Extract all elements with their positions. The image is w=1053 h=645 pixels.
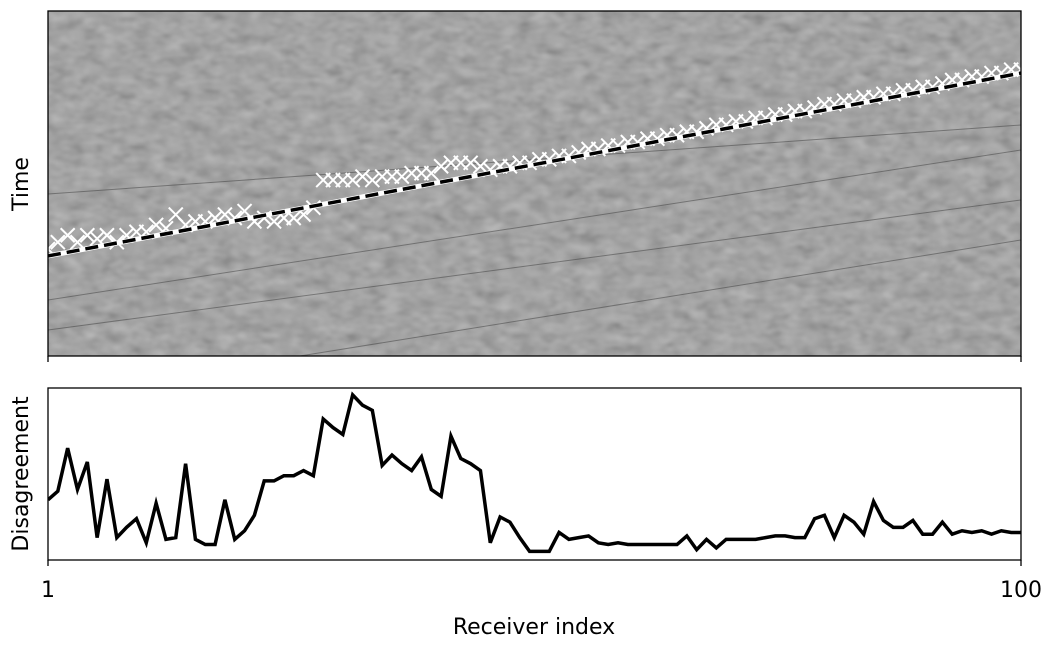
seismic-image xyxy=(48,11,1021,356)
y-axis-label: Time xyxy=(9,157,34,212)
pick-marker xyxy=(354,168,371,185)
pick-marker xyxy=(69,234,86,250)
pick-marker xyxy=(79,227,96,243)
top-frame xyxy=(47,10,1022,357)
y-axis-label: Disagreement xyxy=(9,396,34,552)
x-axis-label: Receiver index xyxy=(453,615,615,640)
x-tick-label: 1 xyxy=(41,578,55,603)
bottom-panel: 1 100 xyxy=(41,391,1042,603)
pick-marker xyxy=(148,217,164,233)
disagreement-line xyxy=(48,391,1021,554)
top-panel xyxy=(47,61,1022,362)
pick-marker xyxy=(344,172,361,188)
pick-marker xyxy=(394,168,410,185)
bottom-frame xyxy=(47,387,1022,561)
trend-line xyxy=(47,71,1022,258)
pick-marker xyxy=(364,172,381,188)
pick-marker xyxy=(50,234,66,250)
pick-marker xyxy=(59,227,76,243)
pick-marker xyxy=(99,227,115,243)
pick-marker xyxy=(472,158,489,174)
pick-marker xyxy=(423,165,440,181)
pick-marker xyxy=(433,158,449,174)
pick-marker xyxy=(462,155,479,171)
pick-marker xyxy=(285,210,302,226)
pick-marker xyxy=(217,206,233,223)
x-tick-label: 100 xyxy=(1000,578,1042,603)
